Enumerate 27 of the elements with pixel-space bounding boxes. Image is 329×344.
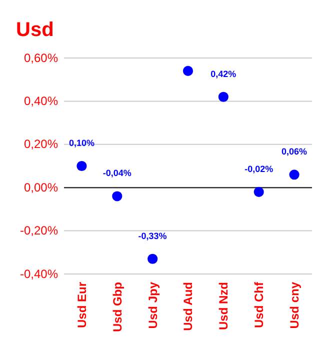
x-tick-label: Usd Nzd [216,282,231,330]
point [76,160,87,172]
x-tick-label: Usd Jpy [146,282,160,329]
x-tick-label: Usd cny [287,282,302,329]
point [218,92,228,102]
x-tick-label: Usd Gbp [110,282,124,332]
point [148,254,158,264]
chart-title: Usd [16,19,54,41]
data-label: 0,06% [282,146,308,157]
point [182,66,194,76]
y-tick-label: -0,40% [20,266,58,281]
x-tick-label: Usd Chf [252,281,266,328]
data-label: -0,33% [138,230,167,241]
data-label: 0,42% [210,68,236,79]
y-tick-label: 0,40% [24,94,58,108]
x-tick-label: Usd Eur [74,282,89,328]
point [289,170,300,180]
y-tick-label: 0,20% [24,137,58,152]
y-tick-label: 0,00% [24,180,58,194]
y-tick-label: 0,60% [24,50,58,65]
point [254,186,264,197]
data-label: -0,04% [102,168,132,178]
data-label: -0,02% [244,164,274,174]
y-tick-label: -0,20% [20,224,58,238]
x-tick-label: Usd Aud [181,282,196,331]
point [112,191,122,202]
data-label: 0,10% [68,138,94,148]
